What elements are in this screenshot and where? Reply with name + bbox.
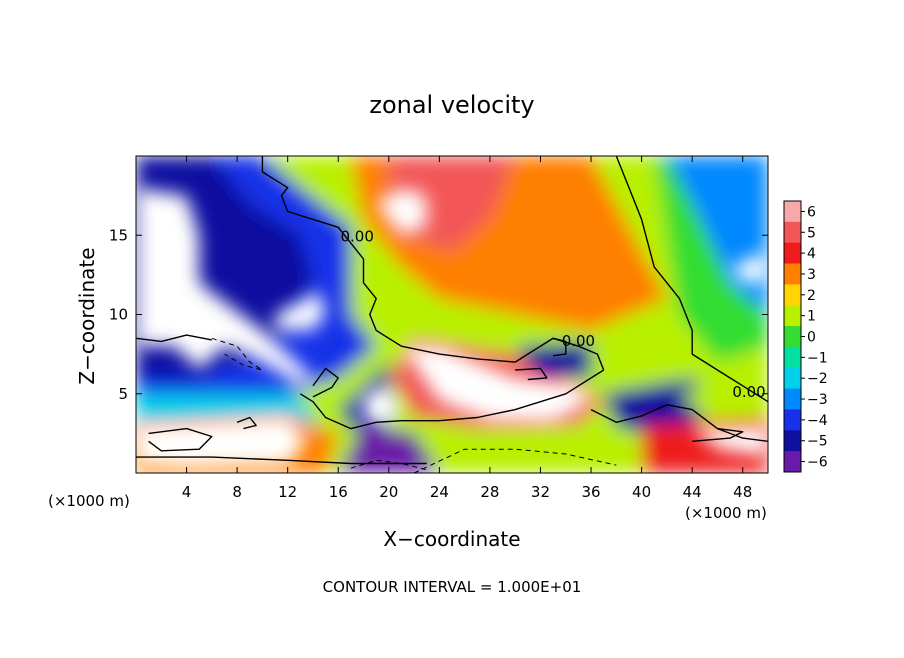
- negative-contour-1: [413, 448, 617, 473]
- out-of-range-region-6: [730, 251, 768, 283]
- colorbar-label-3: 3: [807, 267, 816, 283]
- contour-lines: [136, 156, 768, 473]
- colorbar-swatch-9: [784, 388, 801, 410]
- x-unit-left: (×1000 m): [48, 492, 130, 510]
- contour-label-0: 0.00: [340, 228, 373, 246]
- zero-contour-10: [236, 416, 257, 430]
- colorbar-label-2: 4: [807, 246, 816, 262]
- out-of-range-region-5: [363, 385, 402, 426]
- colorbar-label-10: −4: [807, 413, 828, 429]
- zero-contour-8: [148, 427, 213, 452]
- negative-contour-2: [350, 459, 427, 471]
- zero-contour-7: [590, 404, 768, 442]
- x-tick-label-3: 16: [329, 483, 348, 501]
- y-axis-label: Z−coordinate: [75, 247, 99, 384]
- chart-title: zonal velocity: [369, 91, 534, 119]
- colorbar-swatch-2: [784, 242, 801, 265]
- colorbar-label-8: −2: [807, 371, 828, 387]
- zero-contour-1: [261, 156, 516, 363]
- colorbar: 6 5 4 3 2 1 0 −1 −2 −3 −4 −5 −6: [783, 200, 828, 473]
- y-tick-label-0: 5: [118, 385, 128, 403]
- colorbar-swatch-8: [784, 367, 801, 390]
- out-of-range-region-7: [692, 425, 768, 458]
- x-unit-right: (×1000 m): [685, 504, 767, 522]
- zero-contour-9: [515, 367, 548, 381]
- colorbar-swatch-4: [784, 284, 801, 306]
- colorbar-swatch-12: [784, 451, 801, 473]
- x-axis-label: X−coordinate: [383, 527, 520, 551]
- contour-labels: 0.00 0.00 0.00: [340, 228, 765, 401]
- heatmap-field: [136, 156, 768, 473]
- colorbar-label-6: 0: [807, 330, 816, 346]
- negative-contour-0: [211, 337, 263, 371]
- colorbar-label-5: 1: [807, 309, 816, 325]
- x-tick-label-9: 40: [632, 483, 651, 501]
- x-tick-label-4: 20: [379, 483, 398, 501]
- x-tick-label-11: 48: [733, 483, 752, 501]
- x-tick-label-2: 12: [278, 483, 297, 501]
- colorbar-swatch-6: [784, 326, 801, 348]
- x-tick-label-5: 24: [430, 483, 449, 501]
- colorbar-frame: [783, 200, 802, 473]
- zero-contour-3: [299, 369, 605, 430]
- colorbar-label-12: −6: [807, 455, 828, 471]
- zero-contour-6: [540, 337, 567, 357]
- colorbar-label-1: 5: [807, 225, 816, 241]
- x-axis-ticks: 4 8 12 16 20 24 28 32 36 40 44 48: [182, 156, 752, 501]
- y-axis-ticks: 5 10 15: [109, 226, 768, 403]
- contour-label-1: 0.00: [562, 332, 595, 350]
- colorbar-swatch-11: [784, 430, 801, 452]
- value-region-9: [350, 266, 478, 347]
- zero-contour-12: [136, 456, 427, 465]
- colorbar-label-9: −3: [807, 392, 828, 408]
- colorbar-swatch-0: [784, 201, 801, 223]
- out-of-range-region-2: [376, 187, 427, 236]
- x-tick-label-8: 36: [581, 483, 600, 501]
- y-tick-label-2: 15: [109, 226, 128, 244]
- out-of-range-region-3: [401, 346, 591, 423]
- x-tick-label-10: 44: [683, 483, 702, 501]
- y-tick-label-1: 10: [109, 306, 128, 324]
- out-of-range-region-1: [275, 290, 326, 331]
- x-tick-label-6: 28: [480, 483, 499, 501]
- zero-contour-11: [692, 427, 744, 442]
- colorbar-swatch-5: [784, 305, 801, 327]
- contour-interval-note: CONTOUR INTERVAL = 1.000E+01: [323, 578, 582, 596]
- zero-contour-5: [615, 156, 768, 403]
- colorbar-swatch-3: [784, 263, 801, 285]
- x-tick-label-7: 32: [531, 483, 550, 501]
- colorbar-label-11: −5: [807, 434, 828, 450]
- colorbar-label-0: 6: [807, 204, 816, 220]
- colorbar-label-4: 2: [807, 288, 816, 304]
- colorbar-swatch-7: [784, 346, 801, 369]
- zero-contour-0: [136, 334, 212, 343]
- colorbar-label-7: −1: [807, 350, 828, 366]
- zero-contour-4: [312, 367, 339, 398]
- contour-label-2: 0.00: [732, 383, 765, 401]
- colorbar-swatch-1: [784, 221, 801, 244]
- x-tick-label-0: 4: [182, 483, 192, 501]
- x-tick-label-1: 8: [232, 483, 242, 501]
- value-region-14: [338, 425, 440, 473]
- colorbar-swatch-10: [784, 409, 801, 431]
